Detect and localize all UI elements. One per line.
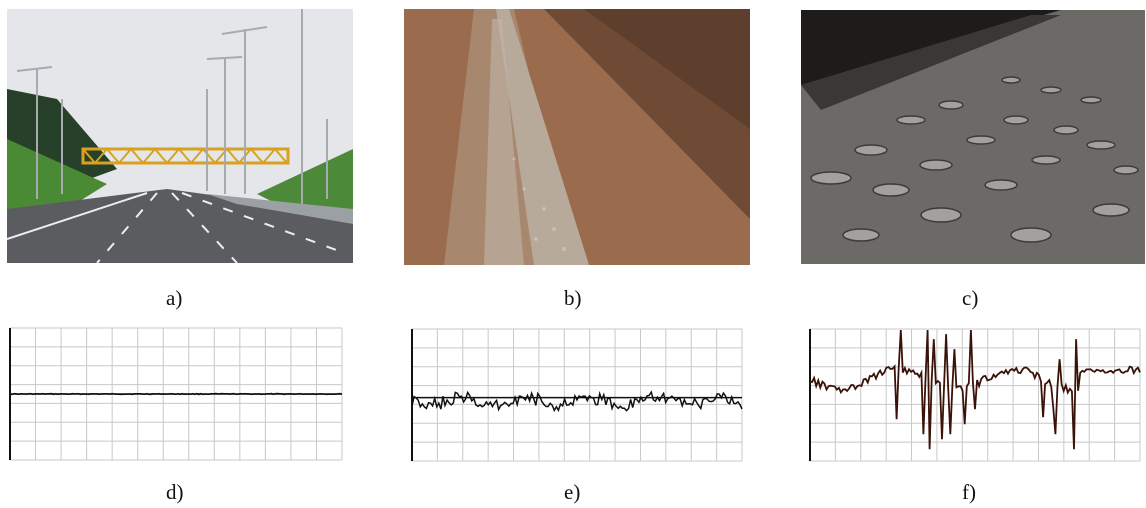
caption-a: a) (166, 286, 183, 310)
caption-d: d) (166, 480, 184, 504)
photo-dirt-road (404, 9, 750, 265)
roughness-signal-line (809, 329, 1141, 450)
roughness-plot-e (411, 328, 743, 462)
caption-c: c) (962, 286, 979, 310)
roughness-plot-d (9, 327, 343, 461)
caption-b: b) (564, 286, 582, 310)
smooth-highway-photo-icon (7, 9, 353, 263)
gravel-dirt-road-photo-icon (404, 9, 750, 265)
potholed-road-photo-icon (801, 10, 1145, 264)
roughness-plot-f (809, 328, 1141, 462)
caption-e: e) (564, 480, 581, 504)
roughness-signal-line (411, 390, 743, 413)
photo-highway (7, 9, 353, 263)
caption-f: f) (962, 480, 976, 504)
roughness-signal-line (10, 392, 343, 396)
photo-potholed-road (801, 10, 1145, 264)
